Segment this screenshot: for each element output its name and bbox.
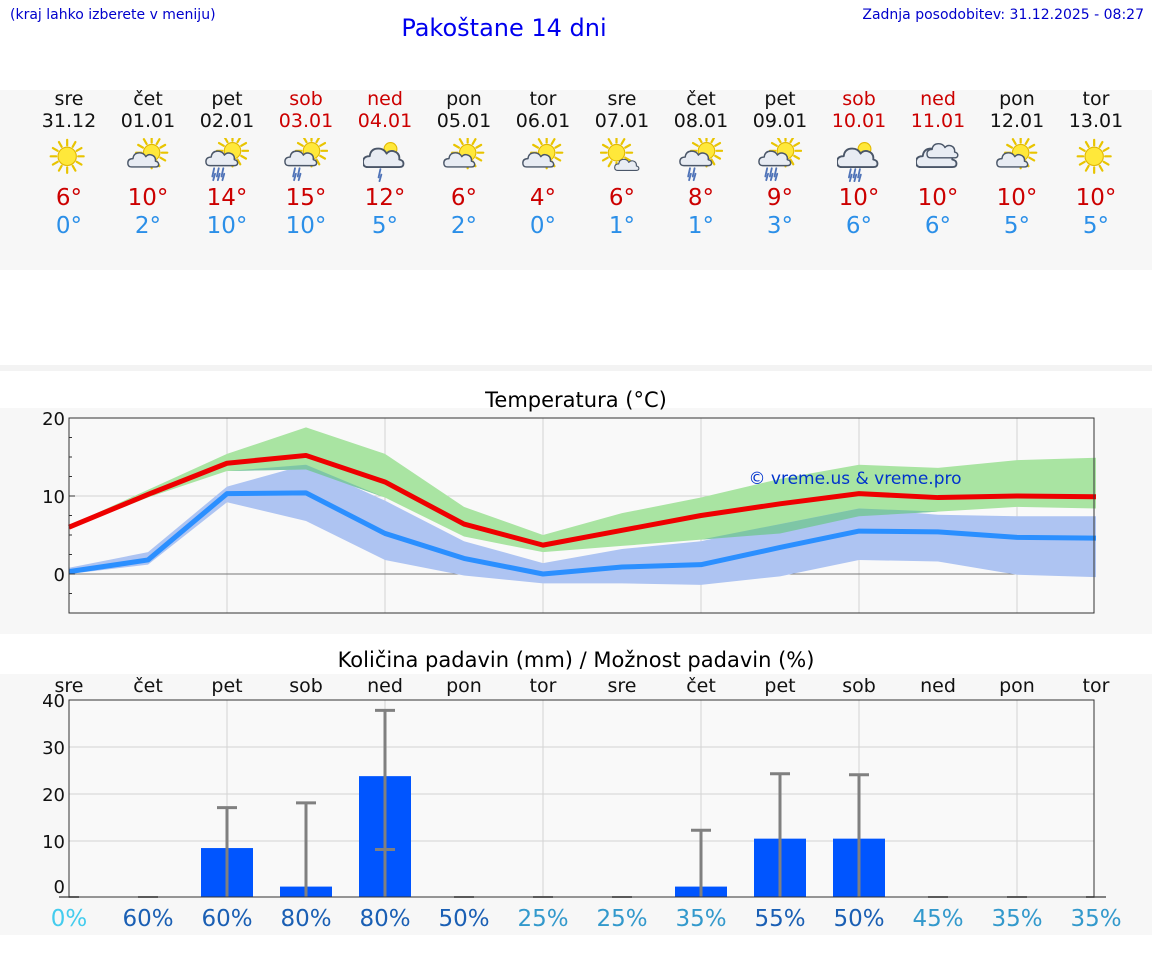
sun-cloud-rain-icon (187, 138, 267, 182)
day-column: pet 09.01 9° 3° (740, 88, 820, 240)
temperature-chart-title: Temperatura (°C) (485, 388, 667, 412)
day-name: tor (1082, 88, 1110, 110)
day-name: pon (999, 88, 1035, 110)
day-name: sre (607, 88, 637, 110)
temp-min: 2° (134, 213, 162, 239)
divider (0, 365, 1152, 371)
sun-cloud-icon (424, 138, 504, 182)
day-date: 02.01 (199, 110, 255, 132)
sun-icon (1056, 138, 1136, 182)
temperature-panel (0, 408, 1152, 634)
sun-small-cloud-icon (582, 138, 662, 182)
temp-max: 10° (1075, 185, 1117, 211)
day-column: pon 12.01 10° 5° (977, 88, 1057, 240)
sun-icon (29, 138, 109, 182)
day-column: sre 31.12 6° 0° (29, 88, 109, 240)
day-name: pet (211, 88, 243, 110)
temp-min: 0° (55, 213, 83, 239)
day-date: 07.01 (594, 110, 650, 132)
day-column: sre 07.01 6° 1° (582, 88, 662, 240)
day-column: tor 13.01 10° 5° (1056, 88, 1136, 240)
sun-cloud-icon (108, 138, 188, 182)
temp-min: 3° (766, 213, 794, 239)
day-column: ned 11.01 10° 6° (898, 88, 978, 240)
day-date: 31.12 (41, 110, 97, 132)
day-name: sob (842, 88, 876, 110)
day-date: 12.01 (989, 110, 1045, 132)
temp-min: 1° (687, 213, 715, 239)
temp-min: 10° (206, 213, 248, 239)
day-column: čet 08.01 8° 1° (661, 88, 741, 240)
temp-max: 6° (608, 185, 636, 211)
day-date: 13.01 (1068, 110, 1124, 132)
day-date: 06.01 (515, 110, 571, 132)
day-date: 04.01 (357, 110, 413, 132)
temp-max: 10° (838, 185, 880, 211)
day-name: tor (529, 88, 557, 110)
day-column: sob 10.01 10° 6° (819, 88, 899, 240)
temp-max: 12° (364, 185, 406, 211)
cloud-icon (898, 138, 978, 182)
sun-cloud-light-rain-icon (661, 138, 741, 182)
temp-min: 1° (608, 213, 636, 239)
day-name: pet (764, 88, 796, 110)
day-date: 11.01 (910, 110, 966, 132)
temp-max: 4° (529, 185, 557, 211)
day-column: ned 04.01 12° 5° (345, 88, 425, 240)
temp-max: 10° (917, 185, 959, 211)
sun-cloud-icon (503, 138, 583, 182)
temp-min: 0° (529, 213, 557, 239)
precipitation-chart-title: Količina padavin (mm) / Možnost padavin … (337, 648, 815, 672)
temp-min: 5° (371, 213, 399, 239)
day-column: pon 05.01 6° 2° (424, 88, 504, 240)
temp-min: 5° (1003, 213, 1031, 239)
day-name: sob (289, 88, 323, 110)
location-menu-hint[interactable]: (kraj lahko izberete v meniju) (10, 7, 216, 23)
day-name: čet (686, 88, 716, 110)
cloud-light-rain-icon (345, 138, 425, 182)
day-column: tor 06.01 4° 0° (503, 88, 583, 240)
temp-min: 2° (450, 213, 478, 239)
sun-cloud-rain-icon (740, 138, 820, 182)
day-date: 05.01 (436, 110, 492, 132)
temp-min: 10° (285, 213, 327, 239)
day-date: 08.01 (673, 110, 729, 132)
day-date: 01.01 (120, 110, 176, 132)
day-name: pon (446, 88, 482, 110)
day-date: 10.01 (831, 110, 887, 132)
day-name: ned (367, 88, 403, 110)
temp-min: 5° (1082, 213, 1110, 239)
temp-max: 9° (766, 185, 794, 211)
day-name: sre (54, 88, 84, 110)
cloud-rain-icon (819, 138, 899, 182)
sun-cloud-icon (977, 138, 1057, 182)
temp-max: 6° (55, 185, 83, 211)
sun-cloud-light-rain-icon (266, 138, 346, 182)
last-update: Zadnja posodobitev: 31.12.2025 - 08:27 (862, 7, 1144, 23)
temp-max: 10° (127, 185, 169, 211)
day-column: pet 02.01 14° 10° (187, 88, 267, 240)
temp-max: 8° (687, 185, 715, 211)
day-name: čet (133, 88, 163, 110)
temp-max: 15° (285, 185, 327, 211)
page-title: Pakoštane 14 dni (401, 14, 607, 42)
day-name: ned (920, 88, 956, 110)
temp-min: 6° (845, 213, 873, 239)
temp-max: 6° (450, 185, 478, 211)
day-column: sob 03.01 15° 10° (266, 88, 346, 240)
day-column: čet 01.01 10° 2° (108, 88, 188, 240)
temp-max: 10° (996, 185, 1038, 211)
temp-max: 14° (206, 185, 248, 211)
forecast-band (0, 90, 1152, 270)
day-date: 09.01 (752, 110, 808, 132)
precipitation-panel (0, 674, 1152, 935)
temp-min: 6° (924, 213, 952, 239)
day-date: 03.01 (278, 110, 334, 132)
